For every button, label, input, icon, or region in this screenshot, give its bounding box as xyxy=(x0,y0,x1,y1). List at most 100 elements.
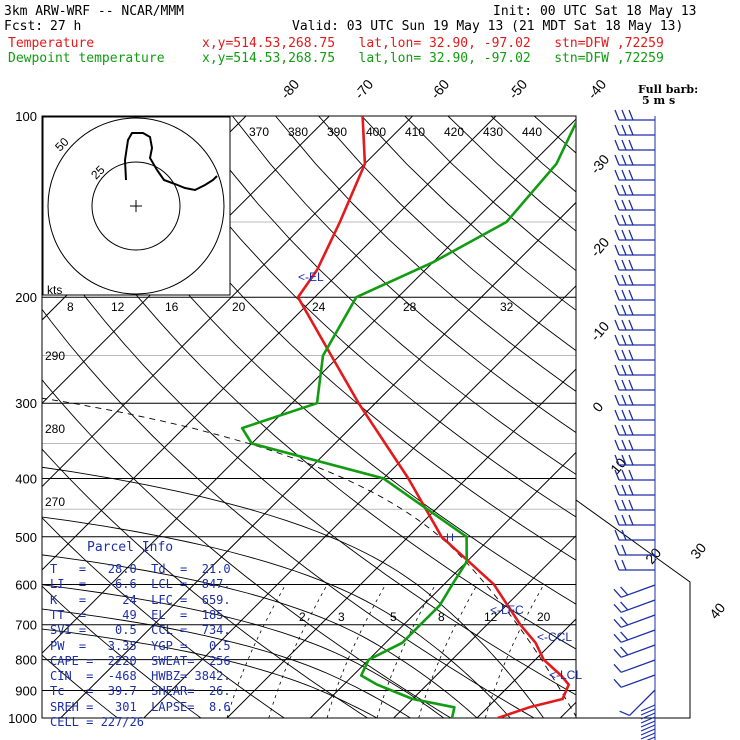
barb-flag xyxy=(614,469,620,481)
barb-flag xyxy=(621,259,627,271)
barb-shaft xyxy=(620,659,656,673)
wind-barb xyxy=(614,274,655,286)
barb-flag xyxy=(614,409,620,421)
barb-flag xyxy=(628,109,634,121)
mixing-ratio-label: 12 xyxy=(484,610,498,624)
dewpoint-profile xyxy=(240,119,576,718)
dry-adiabat xyxy=(533,116,576,154)
mixing-ratio-line xyxy=(268,584,328,718)
barb-flag xyxy=(628,199,634,211)
barb-flag xyxy=(621,394,627,406)
wind-barb xyxy=(614,529,655,541)
barb-flag xyxy=(614,559,620,571)
temperature-tick-label: -20 xyxy=(587,234,612,260)
h-marker: H xyxy=(446,532,454,544)
barb-flag xyxy=(614,499,620,511)
dry-adiabat-label: 280 xyxy=(45,422,65,436)
wind-barb-low xyxy=(640,720,656,728)
temperature-tick-label: -70 xyxy=(351,76,376,102)
el-marker: <-EL xyxy=(298,270,324,284)
dry-adiabat xyxy=(42,236,576,696)
barb-flag xyxy=(614,199,620,211)
barb-flag xyxy=(628,289,634,301)
mixing-ratio-label: 24 xyxy=(312,300,326,314)
barb-flag xyxy=(614,154,620,166)
barb-flag xyxy=(628,274,634,286)
parcel-info-row: PW = 3.35 YGP = 0.5 xyxy=(50,638,231,653)
mixing-ratio-label: 2 xyxy=(299,610,306,624)
barb-flag xyxy=(621,274,627,286)
barb-flag xyxy=(619,710,630,717)
barb-flag xyxy=(620,631,629,641)
barb-flag xyxy=(614,244,620,256)
barb-shaft xyxy=(620,629,656,643)
dry-adiabat xyxy=(42,517,285,718)
barb-flag xyxy=(628,409,634,421)
barb-flag xyxy=(621,424,627,436)
barb-flag xyxy=(621,169,627,181)
parcel-info-row: LI = -6.6 LCL = 847. xyxy=(50,577,231,592)
barb-flag xyxy=(628,259,634,271)
right-border xyxy=(575,499,691,719)
temperature-legend: Temperature xyxy=(8,36,95,51)
wind-barb xyxy=(614,304,655,316)
wind-barb xyxy=(614,394,655,406)
wind-barb xyxy=(619,689,656,717)
wind-barb xyxy=(614,364,655,376)
barb-flag xyxy=(613,588,622,598)
barb-flag xyxy=(620,586,629,596)
temperature-tick-label: 40 xyxy=(706,600,728,622)
pressure-tick-label: 400 xyxy=(15,471,37,486)
wind-barb xyxy=(613,614,656,628)
barb-shaft xyxy=(620,584,656,598)
isotherm xyxy=(226,368,576,718)
mixing-ratio-label: 28 xyxy=(403,300,417,314)
temperature-tick-label: -50 xyxy=(505,76,530,102)
barb-flag xyxy=(614,214,620,226)
barb-flag xyxy=(628,349,634,361)
theta-label: 440 xyxy=(522,125,542,139)
parcel-info-row: SVI = 0.5 CCL = 734. xyxy=(50,623,231,638)
parcel-info-row: Tc = 39.7 SHEAR= 26. xyxy=(50,684,231,699)
barb-flag xyxy=(628,229,634,241)
dry-adiabat-label: 290 xyxy=(45,349,65,363)
barb-flag xyxy=(614,274,620,286)
forecast-hour: 27 h xyxy=(50,19,82,34)
dry-adiabat xyxy=(275,116,576,392)
dry-adiabat xyxy=(42,379,452,718)
pressure-tick-label: 200 xyxy=(15,290,37,305)
barb-flag xyxy=(628,214,634,226)
parcel-info-row: TT = 49 EL = 185. xyxy=(50,607,231,622)
mixing-ratio-label: 8 xyxy=(67,300,74,314)
wind-barb-low xyxy=(640,728,656,736)
barb-flag xyxy=(614,109,620,121)
wind-barb xyxy=(614,424,655,436)
isotherm xyxy=(727,18,740,718)
dry-adiabat xyxy=(42,654,118,718)
isotherm xyxy=(143,285,576,718)
profiles xyxy=(240,116,576,718)
barb-flag xyxy=(628,499,634,511)
wind-barb xyxy=(613,644,656,658)
barb-shaft xyxy=(620,614,656,628)
ccl-marker: <-CCL xyxy=(537,630,572,644)
isotherm xyxy=(393,534,576,718)
isotherm xyxy=(0,18,11,718)
wind-barb xyxy=(614,109,655,121)
temperature-tick-label: -10 xyxy=(587,318,612,344)
isotherm xyxy=(42,116,331,405)
parcel-info-row: CIN = -468 HWBZ= 3842. xyxy=(50,669,231,684)
barb-flag xyxy=(621,109,627,121)
barb-flag xyxy=(621,304,627,316)
init-time: Init: 00 UTC Sat 18 May 13 xyxy=(493,4,697,19)
wind-barb xyxy=(614,184,655,196)
wind-barb-low xyxy=(640,704,656,712)
mixing-ratio-label: 3 xyxy=(338,610,345,624)
barb-flag xyxy=(614,124,620,136)
barb-flag xyxy=(621,214,627,226)
wind-barb xyxy=(613,599,656,613)
pressure-tick-label: 500 xyxy=(15,530,37,545)
wind-barb xyxy=(614,439,655,451)
wind-barb xyxy=(614,379,655,391)
barb-shaft xyxy=(620,599,656,613)
